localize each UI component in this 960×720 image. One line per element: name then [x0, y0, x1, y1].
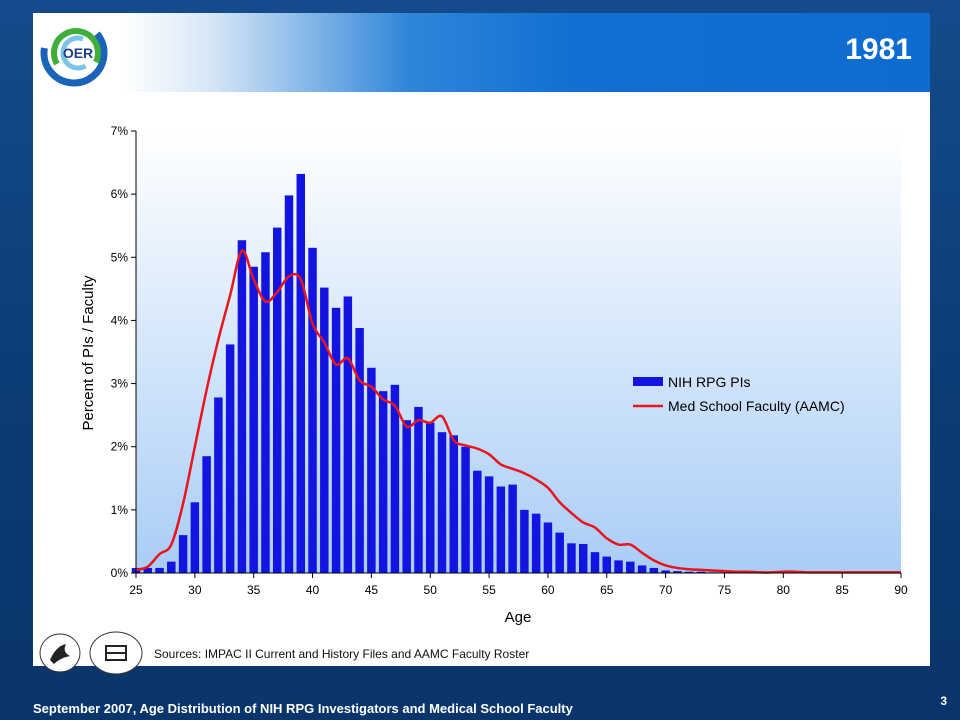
y-tick-label: 7% [111, 124, 129, 138]
bar-nih-rpg-pis [320, 287, 329, 573]
bar-nih-rpg-pis [473, 470, 482, 573]
page-number: 3 [940, 694, 947, 708]
hhs-seal-icon [39, 633, 81, 673]
bar-nih-rpg-pis [531, 513, 541, 573]
x-tick-label: 90 [894, 583, 908, 597]
legend-label-med-school-faculty: Med School Faculty (AAMC) [668, 398, 845, 414]
x-tick-label: 70 [659, 583, 673, 597]
x-tick-label: 75 [718, 583, 732, 597]
bar-nih-rpg-pis [155, 567, 164, 573]
bar-nih-rpg-pis [178, 535, 188, 573]
line-series-med-school-faculty [135, 249, 901, 574]
bar-nih-rpg-pis [673, 571, 682, 573]
x-tick-label: 60 [541, 583, 555, 597]
x-tick-label: 50 [424, 583, 438, 597]
legend-label-nih-rpg-pis: NIH RPG PIs [668, 374, 750, 390]
header-band [33, 13, 930, 92]
y-axis-label: Percent of PIs / Faculty [80, 275, 97, 431]
bar-nih-rpg-pis [202, 456, 211, 573]
bar-nih-rpg-pis [602, 556, 612, 573]
bar-nih-rpg-pis [614, 560, 623, 573]
y-tick-label: 3% [111, 377, 129, 391]
x-axis-ticks: 25 30 35 40 45 50 55 60 65 70 75 80 85 90 [129, 573, 908, 597]
bar-nih-rpg-pis [578, 543, 588, 573]
bar-nih-rpg-pis [284, 195, 294, 574]
bar-nih-rpg-pis [555, 532, 564, 573]
y-tick-label: 6% [111, 187, 129, 201]
bar-nih-rpg-pis [508, 484, 517, 573]
x-tick-label: 25 [129, 583, 143, 597]
bar-nih-rpg-pis [626, 561, 635, 573]
bar-nih-rpg-pis [190, 502, 200, 573]
y-tick-label: 5% [111, 250, 129, 264]
bar-nih-rpg-pis [696, 571, 706, 573]
bar-nih-rpg-pis [390, 384, 400, 573]
x-axis-label: Age [505, 609, 532, 626]
y-tick-label: 0% [111, 566, 129, 580]
y-tick-label: 2% [111, 440, 129, 454]
y-tick-label: 4% [111, 313, 129, 327]
bar-series [131, 173, 729, 574]
footer-text: September 2007, Age Distribution of NIH … [33, 701, 573, 716]
bar-nih-rpg-pis [143, 567, 153, 573]
x-tick-label: 55 [482, 583, 496, 597]
x-tick-label: 45 [365, 583, 379, 597]
nih-seal-icon [89, 631, 143, 675]
x-tick-label: 85 [835, 583, 849, 597]
bar-nih-rpg-pis [367, 367, 376, 573]
bar-nih-rpg-pis [567, 543, 576, 573]
bar-nih-rpg-pis [167, 561, 176, 573]
bar-nih-rpg-pis [496, 486, 506, 573]
bar-nih-rpg-pis [296, 173, 306, 574]
bar-nih-rpg-pis [661, 570, 670, 573]
legend-swatch-nih-rpg-pis [633, 377, 663, 386]
x-tick-label: 65 [600, 583, 614, 597]
bar-nih-rpg-pis [425, 422, 435, 573]
bar-nih-rpg-pis [637, 565, 647, 573]
bar-nih-rpg-pis [331, 307, 341, 573]
bar-nih-rpg-pis [461, 446, 470, 573]
bar-nih-rpg-pis [649, 567, 659, 573]
x-tick-label: 30 [188, 583, 202, 597]
bar-nih-rpg-pis [520, 509, 529, 573]
bar-nih-rpg-pis [308, 247, 317, 574]
slide-title: 1981 [845, 33, 912, 66]
bar-nih-rpg-pis [225, 344, 235, 573]
bar-nih-rpg-pis [343, 296, 353, 573]
bar-nih-rpg-pis [590, 552, 600, 573]
bar-nih-rpg-pis [237, 240, 247, 574]
bar-nih-rpg-pis [414, 406, 423, 573]
bar-nih-rpg-pis [437, 432, 447, 573]
logo-text: OER [63, 45, 93, 61]
bar-nih-rpg-pis [378, 391, 388, 573]
bar-nih-rpg-pis [249, 266, 258, 573]
bar-nih-rpg-pis [402, 420, 411, 573]
y-tick-label: 1% [111, 503, 129, 517]
x-tick-label: 80 [777, 583, 791, 597]
legend: NIH RPG PIs Med School Faculty (AAMC) [633, 374, 845, 414]
sources-note: Sources: IMPAC II Current and History Fi… [154, 647, 530, 661]
bar-nih-rpg-pis [449, 435, 459, 573]
bar-nih-rpg-pis [261, 252, 270, 573]
oer-logo-icon: OER [40, 19, 108, 87]
x-tick-label: 40 [306, 583, 320, 597]
bar-nih-rpg-pis [543, 522, 553, 573]
bar-nih-rpg-pis [684, 571, 694, 573]
bar-nih-rpg-pis [484, 476, 494, 573]
y-axis-ticks: 0% 1% 2% 3% 4% 5% 6% 7% [111, 124, 136, 580]
x-tick-label: 35 [247, 583, 261, 597]
bar-nih-rpg-pis [214, 397, 223, 573]
bar-nih-rpg-pis [355, 328, 364, 573]
bar-nih-rpg-pis [272, 227, 282, 573]
